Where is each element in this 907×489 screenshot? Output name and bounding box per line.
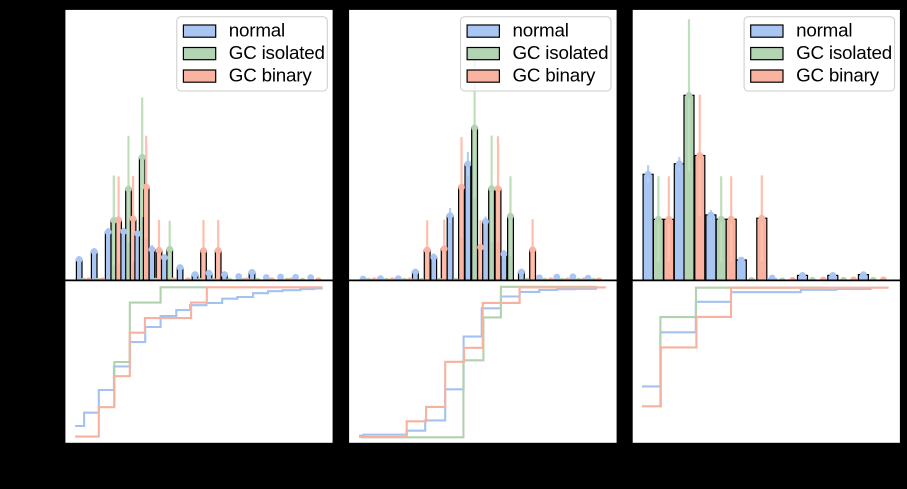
svg-text:GC binary: GC binary [229,64,313,85]
svg-text:normal: normal [513,19,569,40]
svg-text:GC isolated: GC isolated [229,42,325,63]
svg-text:normal: normal [229,19,285,40]
svg-text:GC binary: GC binary [513,64,597,85]
svg-text:GC isolated: GC isolated [796,42,892,63]
svg-text:GC isolated: GC isolated [513,42,609,63]
svg-text:GC binary: GC binary [796,64,880,85]
svg-text:normal: normal [796,19,852,40]
